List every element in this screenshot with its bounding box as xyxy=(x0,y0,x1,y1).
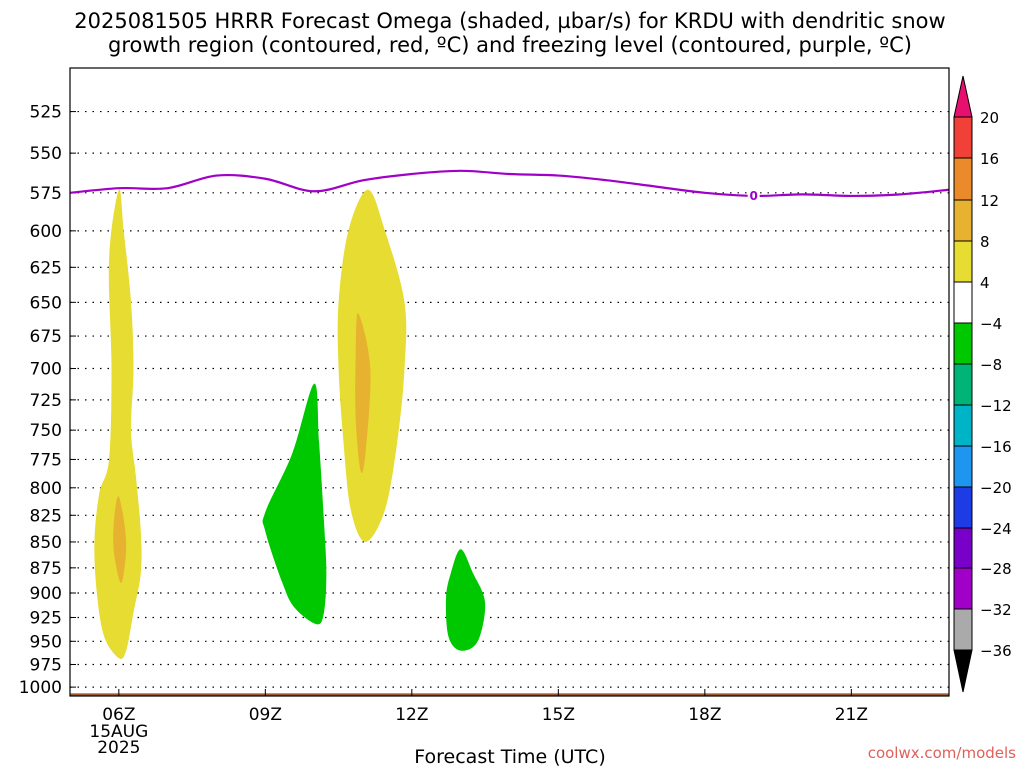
colorbar-upper-arrow xyxy=(953,75,973,118)
colorbar-label: 16 xyxy=(980,150,999,168)
colorbar-label: 12 xyxy=(980,192,999,210)
y-tick-label: 800 xyxy=(30,479,62,499)
colorbar-label: −4 xyxy=(980,315,1002,333)
colorbar-label: 4 xyxy=(980,274,990,292)
y-tick-label: 875 xyxy=(30,559,62,579)
x-tick-label: 18Z xyxy=(688,705,721,725)
x-date-label: 2025 xyxy=(97,738,140,758)
omega-region xyxy=(355,313,371,474)
y-tick-label: 725 xyxy=(30,391,62,411)
colorbar-lower-arrow xyxy=(953,649,973,693)
y-tick-label: 850 xyxy=(30,533,62,553)
omega-region xyxy=(94,189,142,659)
colorbar-label: −12 xyxy=(980,397,1012,415)
y-tick-label: 700 xyxy=(30,360,62,380)
y-tick-label: 600 xyxy=(30,222,62,242)
x-tick-label: 06Z xyxy=(102,705,135,725)
colorbar-segment xyxy=(953,116,973,159)
x-tick-label: 09Z xyxy=(249,705,282,725)
y-tick-label: 575 xyxy=(30,184,62,204)
colorbar-segment xyxy=(953,608,973,651)
y-tick-label: 975 xyxy=(30,655,62,675)
plot-frame xyxy=(69,67,950,697)
x-tick-label: 15Z xyxy=(542,705,575,725)
y-tick-label: 900 xyxy=(30,584,62,604)
colorbar-label: −36 xyxy=(980,642,1012,660)
colorbar-label: −28 xyxy=(980,560,1012,578)
colorbar-segment xyxy=(953,322,973,365)
y-tick-label: 1000 xyxy=(19,678,62,698)
colorbar-label: −8 xyxy=(980,356,1002,374)
omega-region xyxy=(262,383,327,625)
y-tick-label: 550 xyxy=(30,144,62,164)
omega-region xyxy=(113,496,127,584)
omega-region xyxy=(337,189,407,542)
colorbar-label: −20 xyxy=(980,479,1012,497)
colorbar-segment xyxy=(953,404,973,447)
y-tick-label: 750 xyxy=(30,421,62,441)
colorbar-label: 20 xyxy=(980,109,999,127)
y-tick-label: 675 xyxy=(30,327,62,347)
colorbar-segment xyxy=(953,363,973,406)
colorbar-segment xyxy=(953,486,973,529)
omega-region xyxy=(445,549,486,651)
x-tick-label: 12Z xyxy=(395,705,428,725)
colorbar-segment xyxy=(953,157,973,201)
freezing-level-label: 0 xyxy=(749,189,757,203)
colorbar-segment xyxy=(953,240,973,283)
colorbar-segment xyxy=(953,445,973,488)
x-tick-label: 21Z xyxy=(835,705,868,725)
colorbar-segment xyxy=(953,199,973,242)
freezing-label-bg xyxy=(747,187,760,204)
terrain-strip xyxy=(70,693,949,696)
colorbar-label: −32 xyxy=(980,601,1012,619)
chart-title-line-2: growth region (contoured, red, ºC) and f… xyxy=(108,33,912,57)
colorbar-label: −24 xyxy=(980,520,1012,538)
y-tick-label: 825 xyxy=(30,506,62,526)
y-tick-label: 525 xyxy=(30,103,62,123)
colorbar-label: −16 xyxy=(980,438,1012,456)
colorbar-segment xyxy=(953,567,973,610)
x-date-label: 15AUG xyxy=(89,722,148,742)
y-tick-label: 625 xyxy=(30,258,62,278)
freezing-level-line xyxy=(69,169,950,198)
y-tick-label: 650 xyxy=(30,293,62,313)
colorbar-segment xyxy=(953,281,973,324)
credit-link[interactable]: coolwx.com/models xyxy=(868,744,1016,762)
x-axis-title: Forecast Time (UTC) xyxy=(414,746,605,768)
colorbar-label: 8 xyxy=(980,233,990,251)
y-tick-label: 925 xyxy=(30,608,62,628)
y-tick-label: 950 xyxy=(30,632,62,652)
y-tick-label: 775 xyxy=(30,450,62,470)
chart-title-line-1: 2025081505 HRRR Forecast Omega (shaded, … xyxy=(74,9,945,33)
colorbar: 20 16 12 8 4 −4 −8 −12 −16 −20 −24 −28 −32 −36 xyxy=(953,75,1012,693)
colorbar-segment xyxy=(953,527,973,569)
plot-area: 525 550 575 600 625 650 675 700 725 750 775 800 825 8… xyxy=(19,67,950,758)
